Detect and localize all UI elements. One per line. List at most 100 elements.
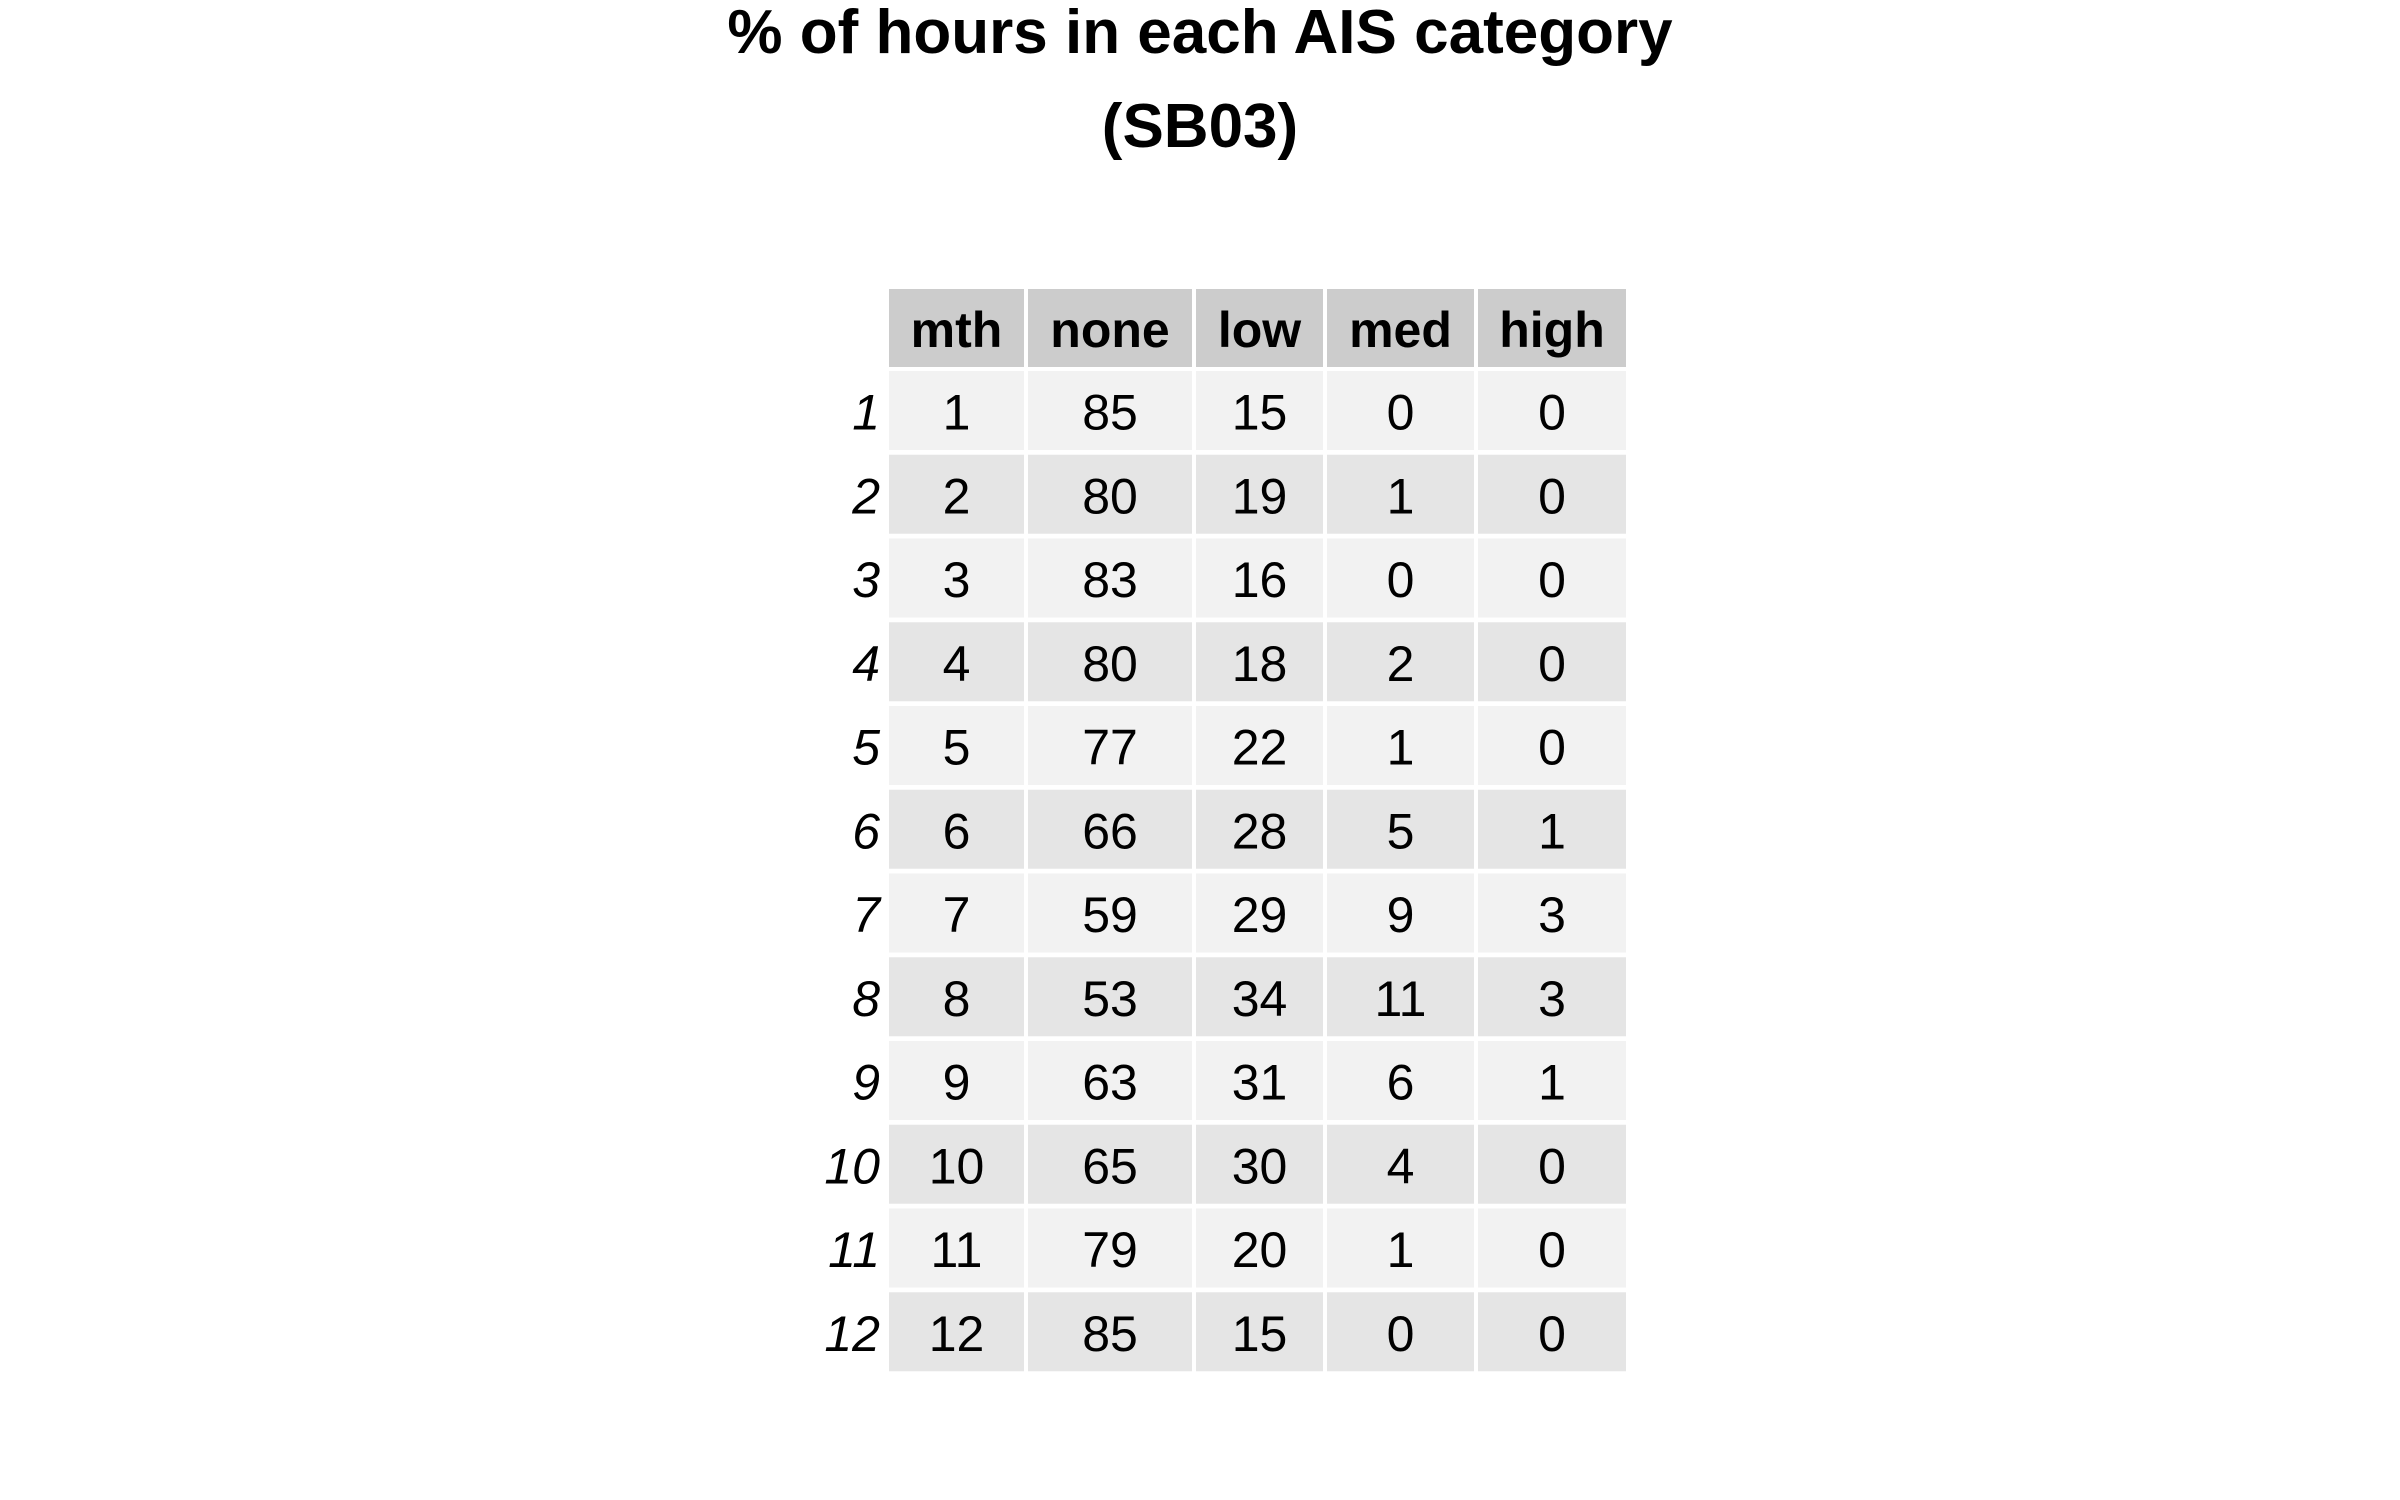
table-cell-med: 4 [1387,1138,1415,1194]
table-cell-mth: 3 [943,552,971,608]
table-cell-high: 0 [1538,720,1566,776]
table-cell-bg [1478,1208,1626,1288]
row-name: 6 [852,803,880,859]
table-cell-bg [1478,873,1626,953]
column-header-med: med [1349,302,1452,358]
table-cell-low: 19 [1232,468,1288,524]
table-cell-bg [1478,1041,1626,1120]
table-cell-bg [889,622,1024,702]
table-cell-mth: 11 [931,1222,983,1278]
table-cell-bg [889,371,1024,450]
row-name: 2 [851,468,880,524]
table-cell-high: 0 [1538,1306,1566,1362]
table-cell-med: 0 [1387,1306,1415,1362]
table-cell-bg [889,873,1024,953]
header-cell-bg [1028,289,1192,367]
table-cell-none: 83 [1082,552,1138,608]
table-cell-bg [1028,706,1192,785]
table-cell-bg [889,1292,1024,1372]
table-cell-none: 65 [1082,1138,1138,1194]
table-cell-mth: 5 [943,720,971,776]
table-cell-low: 31 [1232,1055,1288,1111]
table-cell-bg [1028,873,1192,953]
table-cell-mth: 2 [943,468,971,524]
table-cell-bg [889,706,1024,785]
table-cell-med: 11 [1375,971,1427,1027]
table-cell-med: 9 [1387,887,1415,943]
table-cell-bg [1196,1041,1323,1120]
table-cell-bg [1028,622,1192,702]
table-cell-none: 63 [1082,1055,1138,1111]
table-cell-bg [1478,789,1626,869]
table-cell-med: 5 [1387,803,1415,859]
table-cell-med: 0 [1387,552,1415,608]
column-header-none: none [1050,302,1169,358]
table-cell-high: 0 [1538,1138,1566,1194]
table-cell-mth: 7 [943,887,971,943]
row-name: 3 [852,552,880,608]
table-cell-bg [1478,1124,1626,1204]
table-cell-mth: 8 [943,971,971,1027]
column-header-high: high [1499,302,1605,358]
table-cell-none: 85 [1082,1306,1138,1362]
row-name: 5 [852,720,880,776]
row-name: 11 [828,1222,880,1278]
table-cell-bg [1327,371,1474,450]
table-cell-low: 18 [1232,636,1288,692]
table-cell-low: 15 [1232,385,1288,441]
table-cell-bg [1196,789,1323,869]
table-cell-bg [1478,1292,1626,1372]
table-cell-bg [1478,957,1626,1037]
table-cell-none: 80 [1082,636,1138,692]
chart-title-line-2: (SB03) [1101,92,1299,161]
table-cell-low: 16 [1232,552,1288,608]
header-cell-bg [889,289,1024,367]
table-cell-med: 0 [1387,385,1415,441]
table-cell-none: 79 [1082,1222,1138,1278]
table-cell-bg [1327,1041,1474,1120]
table-cell-bg [1478,538,1626,618]
table-cell-none: 77 [1082,720,1138,776]
table-cell-low: 20 [1232,1222,1288,1278]
table-cell-bg [1196,538,1323,618]
table-cell-bg [1028,1124,1192,1204]
table-cell-mth: 6 [943,803,971,859]
table-cell-high: 3 [1538,887,1566,943]
table-cell-med: 6 [1387,1055,1415,1111]
table-cell-low: 30 [1232,1138,1288,1194]
table-cell-bg [1028,1041,1192,1120]
table-cell-bg [1028,538,1192,618]
row-name: 1 [852,385,880,441]
column-header-mth: mth [911,302,1003,358]
table-cell-mth: 10 [929,1138,985,1194]
table-cell-bg [889,1208,1024,1288]
table-cell-bg [1028,454,1192,534]
header-cell-bg [1478,289,1626,367]
table-cell-med: 1 [1387,720,1415,776]
table-cell-bg [1196,1292,1323,1372]
table-cell-bg [1028,1208,1192,1288]
table-cell-bg [1327,1208,1474,1288]
table-cell-bg [1478,371,1626,450]
table-cell-mth: 12 [929,1306,985,1362]
table-cell-low: 29 [1232,887,1288,943]
header-cell-bg [1327,289,1474,367]
table-cell-bg [889,957,1024,1037]
table-cell-low: 28 [1232,803,1288,859]
table-cell-bg [1327,706,1474,785]
table-cell-med: 1 [1387,1222,1415,1278]
table-cell-high: 1 [1538,803,1566,859]
column-header-low: low [1218,302,1301,358]
header-cell-bg [1196,289,1323,367]
table-cell-high: 0 [1538,552,1566,608]
table-cell-high: 1 [1538,1055,1566,1111]
table-cell-bg [1327,873,1474,953]
table-cell-high: 0 [1538,468,1566,524]
table-cell-high: 0 [1538,385,1566,441]
row-name: 4 [852,636,880,692]
table-cell-none: 59 [1082,887,1138,943]
table-cell-bg [1196,371,1323,450]
table-cell-med: 2 [1387,636,1415,692]
table-cell-bg [1028,1292,1192,1372]
